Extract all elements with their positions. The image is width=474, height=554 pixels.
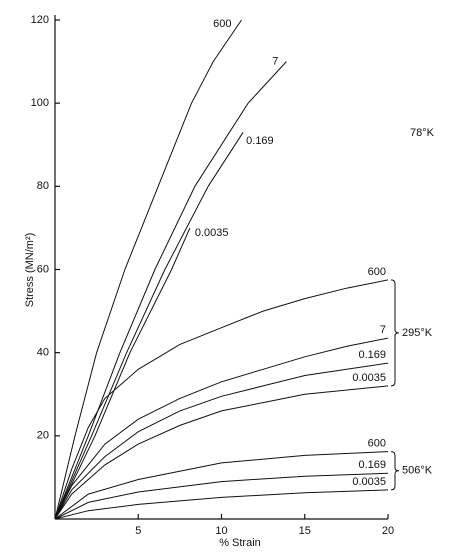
brace: [390, 279, 400, 387]
x-tick-label: 15: [299, 525, 311, 537]
series-label: 600: [213, 18, 231, 30]
y-tick-label: 60: [37, 263, 49, 275]
series-label: 0.169: [358, 349, 386, 361]
curve: [54, 337, 389, 520]
series-label: 7: [380, 324, 386, 336]
curve: [54, 362, 389, 520]
x-tick-label: 10: [215, 525, 227, 537]
y-tick-label: 40: [37, 347, 49, 359]
group-label: 506°K: [402, 465, 433, 477]
y-tick-label: 80: [37, 180, 49, 192]
curve: [54, 489, 389, 520]
series-label: 0.0035: [352, 372, 386, 384]
curve: [54, 227, 191, 520]
curve: [54, 451, 389, 520]
series-label: 0.0035: [352, 476, 386, 488]
x-tick-label: 20: [382, 525, 394, 537]
series-label: 600: [368, 266, 386, 278]
series-label: 0.0035: [195, 227, 229, 239]
series-label: 7: [272, 55, 278, 67]
x-tick-label: 5: [135, 525, 141, 537]
curve: [54, 385, 389, 520]
curve: [54, 19, 242, 520]
curve: [54, 472, 389, 520]
series-label: 0.169: [358, 459, 386, 471]
curve: [54, 61, 287, 520]
x-axis-label: % Strain: [219, 537, 261, 549]
series-label: 600: [368, 438, 386, 450]
y-tick-label: 120: [31, 14, 49, 26]
y-axis-label: Stress (MN/m²): [24, 233, 36, 308]
y-tick-label: 100: [31, 97, 49, 109]
curve: [54, 132, 244, 520]
group-label: 78°K: [410, 127, 435, 139]
group-label: 295°K: [402, 327, 433, 339]
curve: [54, 279, 389, 520]
y-tick-label: 20: [37, 430, 49, 442]
series-label: 0.169: [246, 135, 274, 147]
brace: [390, 451, 400, 491]
